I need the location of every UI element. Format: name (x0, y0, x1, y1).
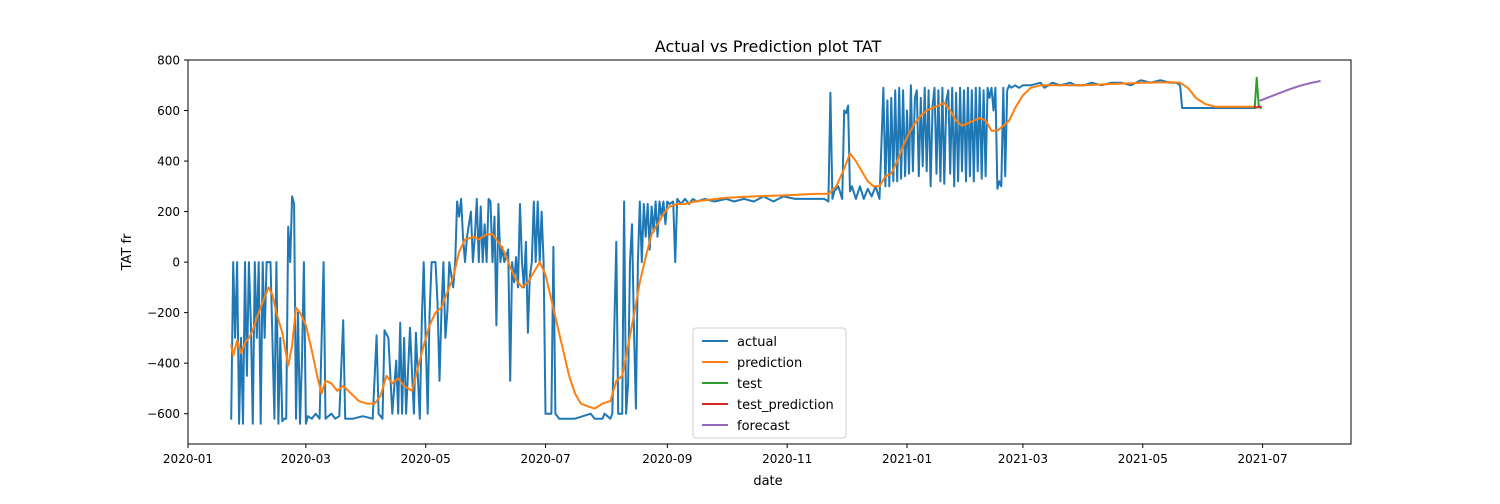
x-tick-label: 2020-11 (762, 452, 812, 466)
x-tick-label: 2021-05 (1118, 452, 1168, 466)
legend-label-forecast: forecast (737, 419, 790, 434)
y-tick-label: 400 (157, 155, 180, 169)
x-tick-label: 2020-07 (520, 452, 570, 466)
x-tick-label: 2020-05 (401, 452, 451, 466)
y-tick-label: 600 (157, 104, 180, 118)
x-axis-label: date (753, 474, 782, 489)
x-tick-label: 2020-09 (642, 452, 692, 466)
x-tick-label: 2021-07 (1238, 452, 1288, 466)
legend-label-actual: actual (737, 335, 777, 350)
y-tick-label: 800 (157, 54, 180, 68)
series-line-test-prediction (1255, 107, 1261, 108)
y-tick-label: 200 (157, 205, 180, 219)
y-tick-label: −400 (147, 357, 180, 371)
chart-title: Actual vs Prediction plot TAT (655, 37, 882, 56)
x-tick-label: 2021-01 (882, 452, 932, 466)
y-tick-label: 0 (172, 256, 180, 270)
x-tick-label: 2021-03 (998, 452, 1048, 466)
legend-label-test-prediction: test_prediction (737, 398, 834, 413)
y-tick-label: −200 (147, 306, 180, 320)
x-tick-label: 2020-01 (163, 452, 213, 466)
legend-label-prediction: prediction (737, 356, 802, 371)
legend: actual prediction test test_predictionforec… (693, 328, 846, 438)
y-axis-label: TAT fr (120, 233, 135, 271)
y-tick-label: −600 (147, 407, 180, 421)
legend-label-test: test (737, 377, 762, 392)
x-tick-label: 2020-03 (281, 452, 331, 466)
